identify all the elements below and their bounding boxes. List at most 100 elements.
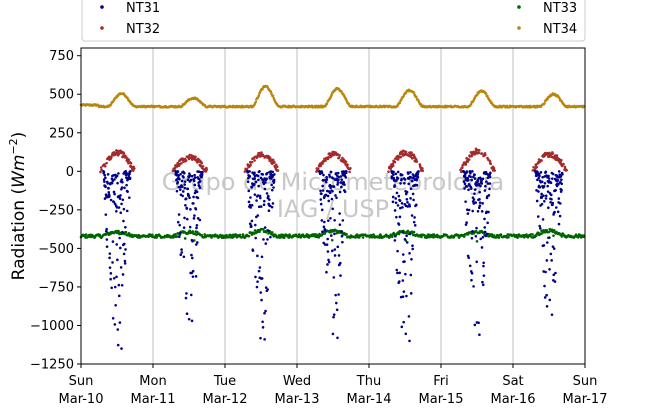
- nt31-point: [538, 174, 541, 178]
- nt31-point: [116, 328, 120, 331]
- y-tick-label: −250: [38, 203, 74, 218]
- nt34-point: [412, 91, 416, 95]
- nt32-point: [464, 163, 468, 166]
- nt31-point: [399, 182, 402, 185]
- nt34-point: [475, 93, 479, 97]
- nt31-point: [322, 225, 326, 229]
- nt31-point: [326, 263, 329, 266]
- nt32-point: [110, 156, 113, 159]
- nt34-point: [543, 101, 546, 105]
- nt31-point: [177, 235, 181, 239]
- nt31-point: [117, 206, 121, 209]
- nt31-point: [544, 197, 548, 200]
- nt31-point: [321, 189, 325, 192]
- nt32-point: [133, 167, 136, 170]
- nt31-point: [259, 336, 262, 340]
- nt31-point: [176, 180, 180, 184]
- nt32-point: [191, 158, 194, 161]
- nt31-point: [540, 192, 543, 196]
- nt31-point: [328, 175, 332, 178]
- nt31-point: [405, 190, 409, 194]
- nt31-point: [182, 175, 185, 179]
- nt31-point: [113, 323, 117, 326]
- legend: [81, 0, 586, 42]
- nt33-point: [412, 230, 416, 234]
- nt32-point: [260, 151, 263, 154]
- nt31-point: [263, 311, 266, 315]
- nt31-point: [544, 170, 548, 174]
- nt31-point: [184, 296, 188, 300]
- nt31-point: [118, 197, 122, 200]
- nt31-point: [536, 215, 540, 218]
- nt32-point: [205, 168, 208, 171]
- nt31-point: [396, 170, 400, 174]
- nt31-point: [110, 177, 114, 180]
- nt34-point: [261, 87, 264, 91]
- nt32-point: [467, 158, 471, 161]
- nt31-point: [463, 182, 467, 186]
- nt32-point: [391, 164, 395, 168]
- watermark: Grupo de Micrometeorologia IAG / USP: [162, 168, 504, 223]
- nt31-point: [415, 183, 419, 187]
- nt31-point: [548, 298, 552, 302]
- nt32-point: [489, 162, 493, 166]
- nt31-point: [264, 242, 268, 245]
- nt31-point: [122, 207, 126, 211]
- nt31-point: [481, 177, 485, 181]
- nt31-point: [413, 224, 417, 227]
- nt31-point: [549, 181, 553, 185]
- nt31-point: [256, 214, 260, 217]
- x-tick-label-day: Wed: [283, 374, 311, 389]
- nt31-point: [116, 343, 120, 347]
- nt31-point: [473, 177, 477, 180]
- nt32-point: [273, 165, 277, 169]
- nt31-point: [477, 321, 480, 325]
- nt31-point: [273, 173, 276, 176]
- nt31-point: [259, 196, 262, 200]
- nt31-point: [547, 174, 550, 178]
- nt32-point: [100, 168, 103, 172]
- x-tick-label-day: Sun: [573, 374, 598, 389]
- nt32-point: [344, 160, 348, 164]
- nt31-point: [340, 178, 344, 181]
- nt31-point: [111, 240, 115, 243]
- x-tick-label-day: Fri: [433, 374, 449, 389]
- nt32-point: [555, 154, 559, 157]
- nt31-point: [255, 285, 259, 289]
- nt32-point: [532, 165, 535, 169]
- nt31-point: [474, 201, 477, 204]
- nt31-point: [334, 171, 338, 175]
- x-tick-label-day: Thu: [356, 374, 381, 389]
- nt32-point: [562, 162, 565, 166]
- nt33-point: [238, 233, 242, 237]
- nt31-point: [258, 266, 262, 269]
- nt33-point: [188, 229, 192, 233]
- nt31-point: [543, 182, 547, 185]
- nt31-point: [337, 178, 340, 182]
- nt31-point: [402, 290, 406, 293]
- legend-label-nt31: NT31: [126, 1, 160, 16]
- nt31-point: [180, 251, 184, 254]
- nt32-point: [196, 161, 199, 164]
- nt31-point: [412, 220, 416, 224]
- nt31-point: [550, 313, 554, 316]
- nt31-point: [399, 206, 402, 210]
- nt31-point: [403, 178, 407, 181]
- nt31-point: [179, 253, 183, 256]
- nt32-point: [421, 167, 424, 170]
- nt31-point: [261, 173, 265, 176]
- nt31-point: [256, 254, 259, 258]
- nt31-point: [416, 173, 420, 176]
- nt31-point: [556, 178, 560, 182]
- nt31-point: [462, 180, 466, 183]
- nt31-point: [120, 202, 123, 206]
- nt31-point: [105, 227, 108, 231]
- x-tick-label-date: Mar-10: [59, 392, 104, 407]
- nt31-point: [409, 170, 412, 174]
- nt33-point: [155, 236, 159, 239]
- nt31-point: [542, 244, 546, 247]
- nt31-point: [121, 198, 125, 202]
- nt31-point: [396, 249, 399, 253]
- nt32-point: [275, 165, 279, 169]
- nt34-point: [270, 92, 273, 95]
